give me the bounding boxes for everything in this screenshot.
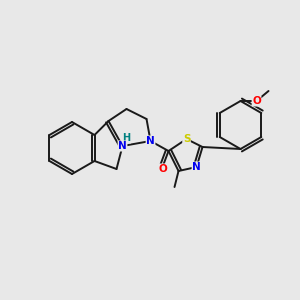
Text: N: N	[192, 162, 201, 172]
Text: N: N	[118, 141, 127, 151]
Text: S: S	[183, 134, 190, 144]
Text: N: N	[146, 136, 155, 146]
Text: O: O	[252, 96, 261, 106]
Text: H: H	[122, 133, 130, 143]
Text: O: O	[158, 164, 167, 174]
